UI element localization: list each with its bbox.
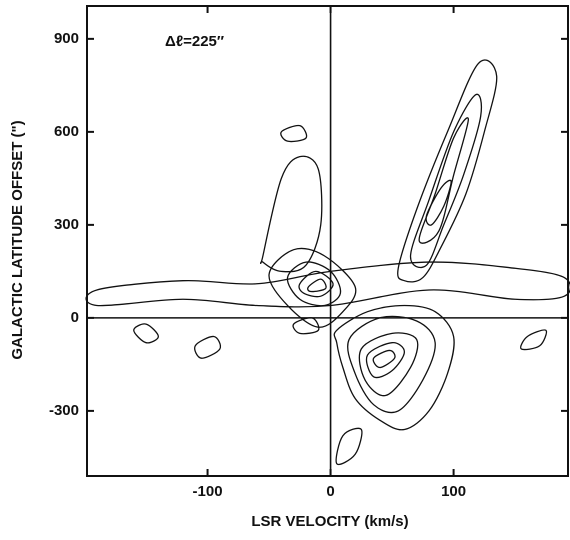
contour — [365, 342, 406, 379]
y-tick-label: 0 — [71, 309, 79, 326]
y-tick-label: 900 — [54, 30, 79, 47]
annotation: Δℓ=225″ — [165, 33, 224, 50]
y-tick-label: 600 — [54, 123, 79, 140]
y-axis-label: GALACTIC LATITUDE OFFSET (") — [9, 120, 26, 359]
contour — [280, 124, 308, 143]
plot-frame — [86, 5, 569, 477]
y-tick-label: -300 — [49, 402, 79, 419]
contour — [307, 278, 327, 293]
contour — [268, 247, 357, 328]
contour — [409, 93, 483, 269]
x-axis-label: LSR VELOCITY (km/s) — [251, 513, 408, 530]
contour — [133, 323, 160, 344]
contour — [259, 155, 323, 273]
contour — [520, 329, 547, 351]
x-tick-label: 0 — [326, 483, 334, 500]
contour — [425, 179, 452, 226]
contour — [298, 270, 334, 298]
x-tick-label: 100 — [441, 483, 466, 500]
contour — [194, 335, 222, 359]
contour — [292, 317, 320, 335]
x-tick-label: -100 — [193, 483, 223, 500]
contour — [286, 261, 342, 307]
contour — [418, 117, 470, 244]
contour — [397, 59, 498, 283]
contour — [358, 332, 419, 397]
contour — [333, 304, 455, 431]
contour — [372, 349, 396, 369]
y-tick-label: 300 — [54, 216, 79, 233]
contour — [85, 261, 570, 308]
contour — [335, 427, 363, 465]
contour — [347, 315, 436, 414]
